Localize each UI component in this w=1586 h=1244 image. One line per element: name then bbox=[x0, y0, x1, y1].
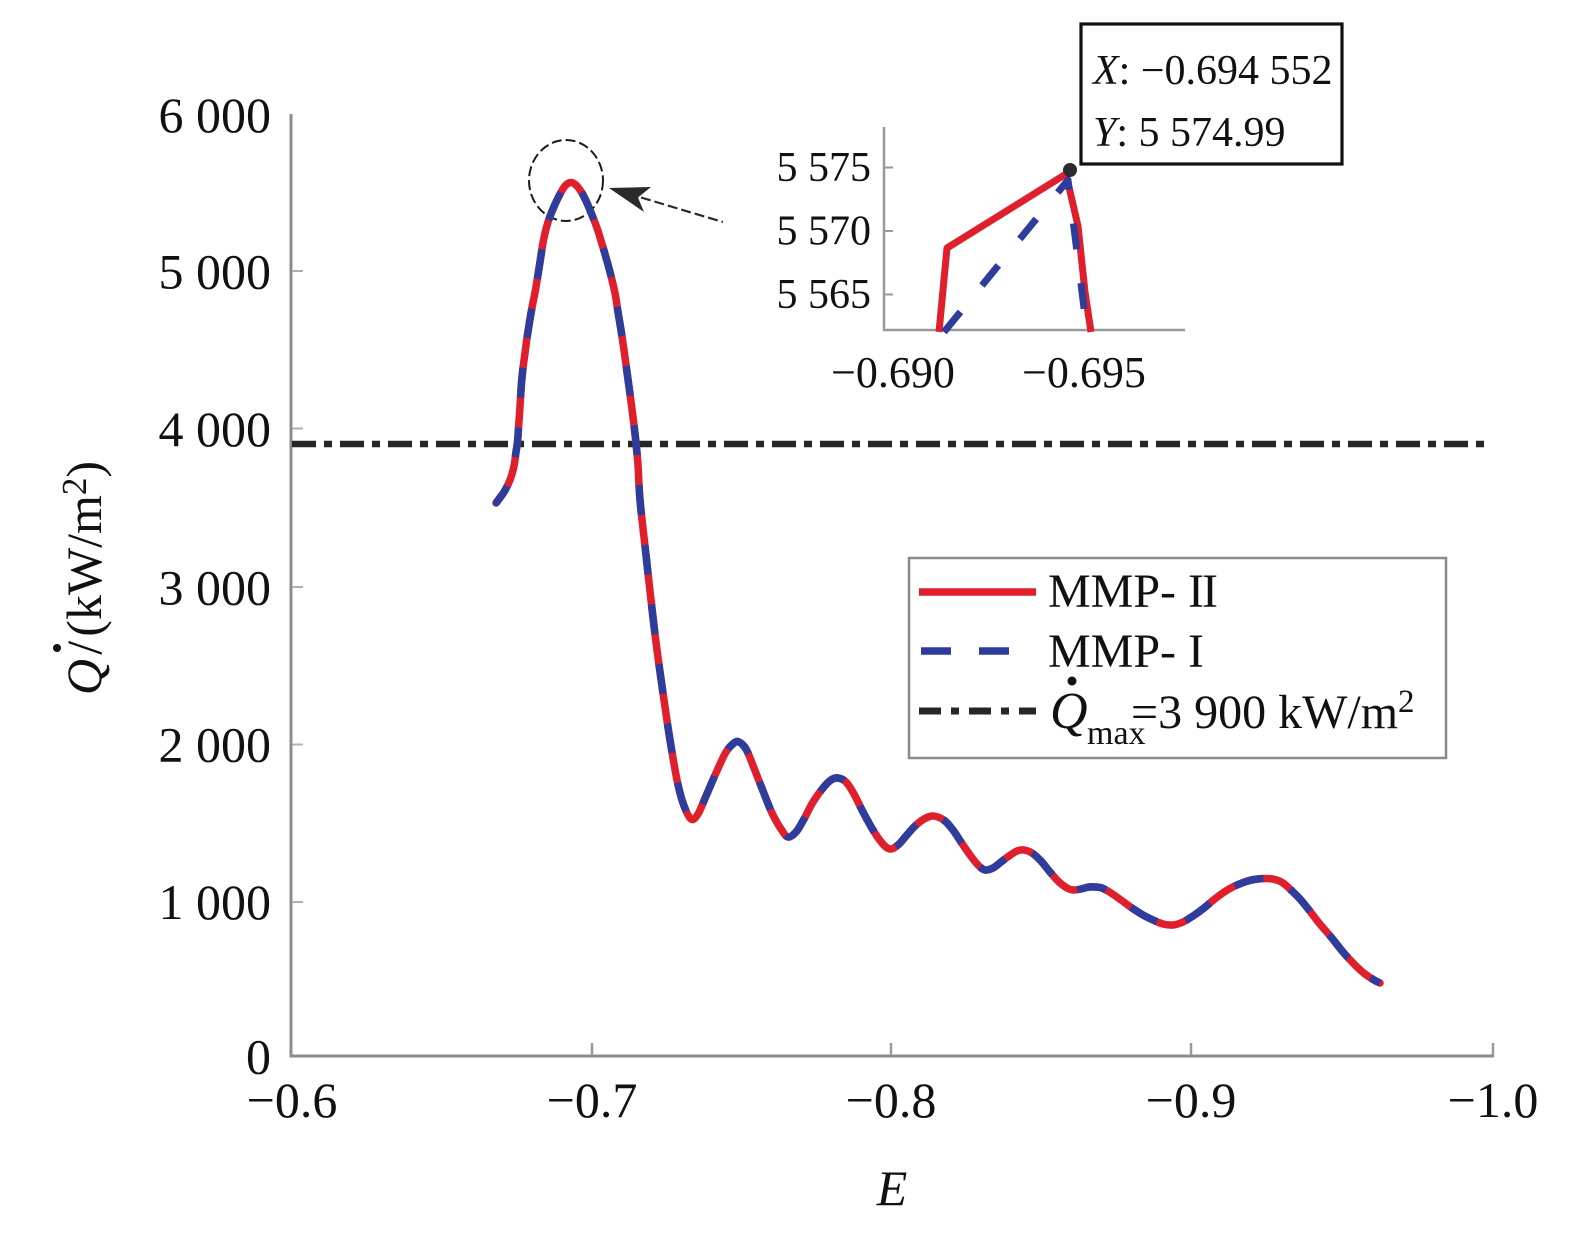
svg-text:X: −0.694 552: X: −0.694 552 bbox=[1091, 48, 1333, 94]
svg-text:−0.8: −0.8 bbox=[846, 1072, 937, 1128]
svg-text:Q: Q bbox=[1050, 683, 1088, 740]
svg-text:MMP- I: MMP- I bbox=[1048, 625, 1204, 678]
svg-text:4 000: 4 000 bbox=[159, 401, 272, 457]
svg-text:5 565: 5 565 bbox=[777, 272, 872, 318]
svg-text:=3 900 kW/m2: =3 900 kW/m2 bbox=[1131, 684, 1415, 739]
svg-text:5 000: 5 000 bbox=[159, 244, 272, 300]
svg-text:0: 0 bbox=[246, 1029, 271, 1085]
svg-text:5 570: 5 570 bbox=[777, 209, 872, 255]
svg-text:−0.6: −0.6 bbox=[247, 1072, 338, 1128]
svg-text:3 000: 3 000 bbox=[159, 560, 272, 616]
svg-text:5 575: 5 575 bbox=[777, 145, 872, 191]
svg-text:E: E bbox=[876, 1160, 908, 1216]
svg-text:Q / (kW/m2): Q / (kW/m2) bbox=[55, 461, 112, 695]
svg-text:−0.695: −0.695 bbox=[1022, 348, 1146, 397]
svg-text:2 000: 2 000 bbox=[159, 717, 272, 773]
svg-text:1 000: 1 000 bbox=[159, 874, 272, 930]
svg-text:−0.9: −0.9 bbox=[1146, 1072, 1237, 1128]
svg-text:MMP- II: MMP- II bbox=[1048, 565, 1217, 618]
svg-text:−0.7: −0.7 bbox=[547, 1072, 638, 1128]
svg-text:max: max bbox=[1087, 715, 1146, 752]
svg-text:−0.690: −0.690 bbox=[831, 348, 955, 397]
svg-text:Y: 5 574.99: Y: 5 574.99 bbox=[1093, 110, 1286, 156]
svg-text:−1.0: −1.0 bbox=[1448, 1072, 1539, 1128]
svg-text:6 000: 6 000 bbox=[159, 87, 272, 143]
